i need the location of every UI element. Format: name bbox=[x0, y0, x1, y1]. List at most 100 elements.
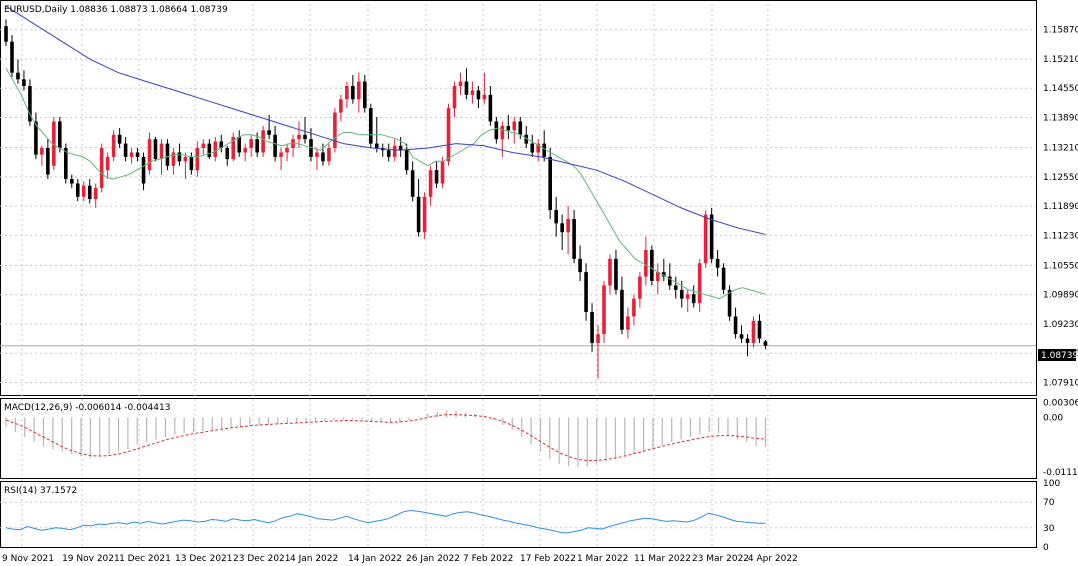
candle-bull bbox=[632, 298, 636, 317]
candle-bear bbox=[548, 156, 552, 211]
candle-bear bbox=[303, 134, 307, 140]
candle-bear bbox=[46, 148, 50, 175]
candle-bull bbox=[183, 156, 188, 162]
candle-bear bbox=[321, 152, 325, 162]
candle-bear bbox=[309, 139, 313, 157]
candle-bull bbox=[105, 156, 110, 171]
candle-bear bbox=[135, 152, 140, 157]
candle-bear bbox=[4, 26, 8, 42]
time-tick-label: 17 Feb 2022 bbox=[520, 554, 576, 564]
candle-bear bbox=[524, 134, 529, 144]
time-tick-label: 4 Jan 2022 bbox=[290, 554, 338, 564]
candle-bear bbox=[691, 294, 696, 304]
candle-bull bbox=[440, 161, 445, 184]
candle-bull bbox=[452, 85, 457, 109]
candle-bear bbox=[518, 121, 523, 135]
candle-bear bbox=[404, 150, 409, 171]
candle-bear bbox=[58, 121, 62, 149]
candle-bear bbox=[584, 272, 588, 313]
candle-bull bbox=[656, 272, 660, 281]
candle-bear bbox=[22, 79, 26, 86]
price-tick-label: 1.07910 bbox=[1043, 378, 1078, 388]
candle-bear bbox=[554, 210, 558, 224]
rsi-tick-label: 0 bbox=[1043, 543, 1049, 553]
candle-bear bbox=[255, 139, 259, 153]
candle-bear bbox=[64, 148, 68, 180]
candle-bull bbox=[536, 143, 541, 153]
candle-bull bbox=[751, 320, 756, 344]
price-tick-label: 1.10550 bbox=[1043, 261, 1078, 271]
price-chart-title: EURUSD,Daily 1.08836 1.08873 1.08664 1.0… bbox=[4, 5, 228, 15]
candle-bull bbox=[201, 143, 206, 149]
candle-bear bbox=[34, 121, 38, 155]
candle-bear bbox=[87, 185, 92, 199]
candle-bull bbox=[500, 125, 505, 140]
candle-bear bbox=[506, 125, 511, 131]
time-tick-label: 11 Mar 2022 bbox=[634, 554, 691, 564]
candle-bull bbox=[470, 90, 475, 95]
time-tick-label: 19 Nov 2021 bbox=[62, 554, 120, 564]
macd-title: MACD(12,26,9) -0.006014 -0.004413 bbox=[4, 403, 170, 413]
candle-bear bbox=[488, 94, 493, 122]
price-tick-label: 1.09230 bbox=[1043, 320, 1078, 330]
candle-bull bbox=[596, 334, 600, 344]
candle-bear bbox=[434, 170, 439, 184]
time-tick-label: 23 Mar 2022 bbox=[692, 554, 749, 564]
candle-bear bbox=[267, 130, 271, 135]
macd-signal-line bbox=[5, 414, 766, 461]
candle-bear bbox=[673, 285, 678, 290]
candle-bear bbox=[620, 289, 624, 330]
candle-bear bbox=[351, 85, 355, 100]
candle-bear bbox=[721, 267, 726, 290]
candle-bull bbox=[285, 148, 289, 153]
candle-bear bbox=[368, 108, 373, 144]
candle-bear bbox=[757, 320, 762, 339]
candle-bull bbox=[243, 148, 247, 153]
candle-bull bbox=[339, 99, 343, 113]
candle-bull bbox=[147, 139, 152, 171]
rsi-indicator bbox=[5, 509, 766, 534]
candle-bull bbox=[231, 136, 236, 160]
candle-bear bbox=[117, 134, 122, 144]
candle-bull bbox=[261, 130, 265, 153]
candle-bear bbox=[590, 312, 594, 344]
candle-bull bbox=[644, 249, 648, 277]
candle-bull bbox=[195, 148, 200, 171]
candle-bull bbox=[428, 170, 433, 197]
candle-bull bbox=[159, 143, 164, 160]
candle-bull bbox=[512, 121, 517, 131]
candle-bear bbox=[733, 316, 738, 335]
price-tick-label: 1.15210 bbox=[1043, 55, 1078, 65]
time-tick-label: 23 Dec 2021 bbox=[233, 554, 291, 564]
rsi-line bbox=[5, 509, 766, 534]
candle-bull bbox=[345, 85, 349, 100]
candle-bear bbox=[739, 334, 744, 339]
last-price-label: 1.08739 bbox=[1041, 351, 1078, 361]
price-tick-label: 1.13210 bbox=[1043, 144, 1078, 154]
candle-bull bbox=[52, 121, 56, 166]
candle-bear bbox=[410, 170, 415, 197]
price-tick-label: 1.13890 bbox=[1043, 113, 1078, 123]
candle-bear bbox=[386, 150, 391, 157]
candle-bull bbox=[482, 94, 487, 100]
rsi-tick-label: 70 bbox=[1043, 498, 1055, 508]
candle-bull bbox=[81, 185, 86, 197]
time-tick-label: 13 Dec 2021 bbox=[175, 554, 233, 564]
time-tick-label: 1 Dec 2021 bbox=[119, 554, 171, 564]
candle-bear bbox=[207, 143, 212, 157]
candle-bear bbox=[219, 141, 224, 149]
candle-bear bbox=[560, 223, 564, 233]
candle-bull bbox=[638, 276, 642, 299]
candle-bear bbox=[476, 90, 481, 100]
candle-bear bbox=[727, 289, 732, 317]
macd-tick-label: 0.003069 bbox=[1043, 399, 1078, 409]
candle-bull bbox=[446, 108, 451, 162]
candle-bull bbox=[327, 148, 331, 162]
candle-bull bbox=[703, 214, 708, 264]
time-tick-label: 14 Jan 2022 bbox=[348, 554, 402, 564]
macd-panel-frame bbox=[0, 398, 1037, 479]
time-tick-label: 1 Mar 2022 bbox=[577, 554, 628, 564]
candle-bear bbox=[494, 121, 499, 140]
